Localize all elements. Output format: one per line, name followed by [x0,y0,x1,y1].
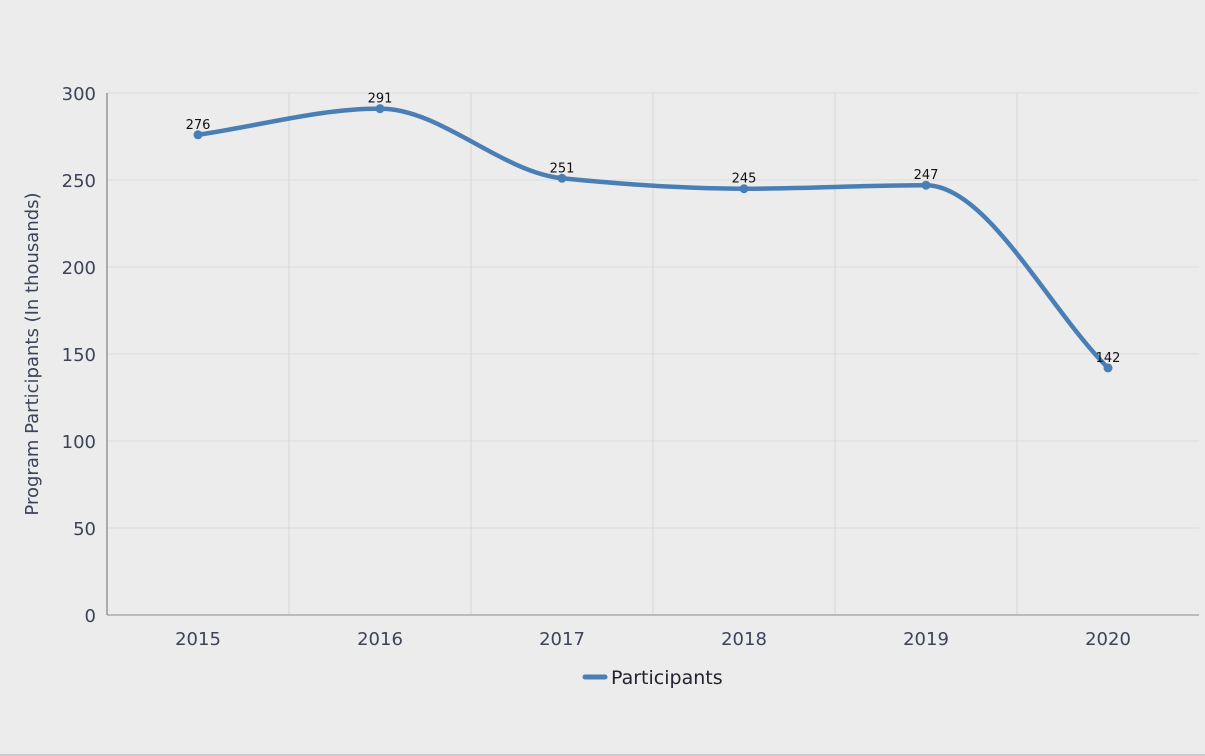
data-label-2016: 291 [368,92,393,107]
y-tick-label-150: 150 [62,345,96,366]
y-tick-label-50: 50 [73,519,96,540]
y-tick-label-250: 250 [62,171,96,192]
data-point-2020[interactable] [1103,363,1113,373]
data-point-2018[interactable] [739,184,749,194]
data-labels-layer: 276 291 251 245 247 142 [186,92,1121,366]
y-tick-label-300: 300 [62,84,96,105]
x-tick-label-2015: 2015 [175,629,221,650]
data-label-2015: 276 [186,118,211,133]
data-point-2017[interactable] [557,173,567,183]
data-label-2017: 251 [550,161,575,176]
x-tick-label-2017: 2017 [539,629,585,650]
series-line-participants[interactable] [195,106,1111,371]
data-label-2019: 247 [914,168,939,183]
data-point-2019[interactable] [921,180,931,190]
axes-layer: 0 50 100 150 200 250 300 2015 2016 2017 2018 2019 20… [62,84,1199,650]
y-axis-title: Program Participants (In thousands) [22,192,43,515]
x-tick-label-2016: 2016 [357,629,403,650]
grid-layer [107,92,1199,615]
legend[interactable]: Participants [582,667,723,689]
bottom-rule [0,754,1205,756]
data-point-2015[interactable] [193,130,203,140]
y-tick-label-100: 100 [62,432,96,453]
data-point-2016[interactable] [375,104,385,114]
data-label-2018: 245 [732,172,757,187]
x-tick-label-2019: 2019 [903,629,949,650]
x-tick-label-2018: 2018 [721,629,767,650]
x-tick-label-2020: 2020 [1085,629,1131,650]
legend-label-participants: Participants [611,667,723,689]
series-layer [193,104,1113,373]
data-label-2020: 142 [1096,351,1121,366]
y-tick-label-200: 200 [62,258,96,279]
y-tick-label-0: 0 [85,606,96,627]
